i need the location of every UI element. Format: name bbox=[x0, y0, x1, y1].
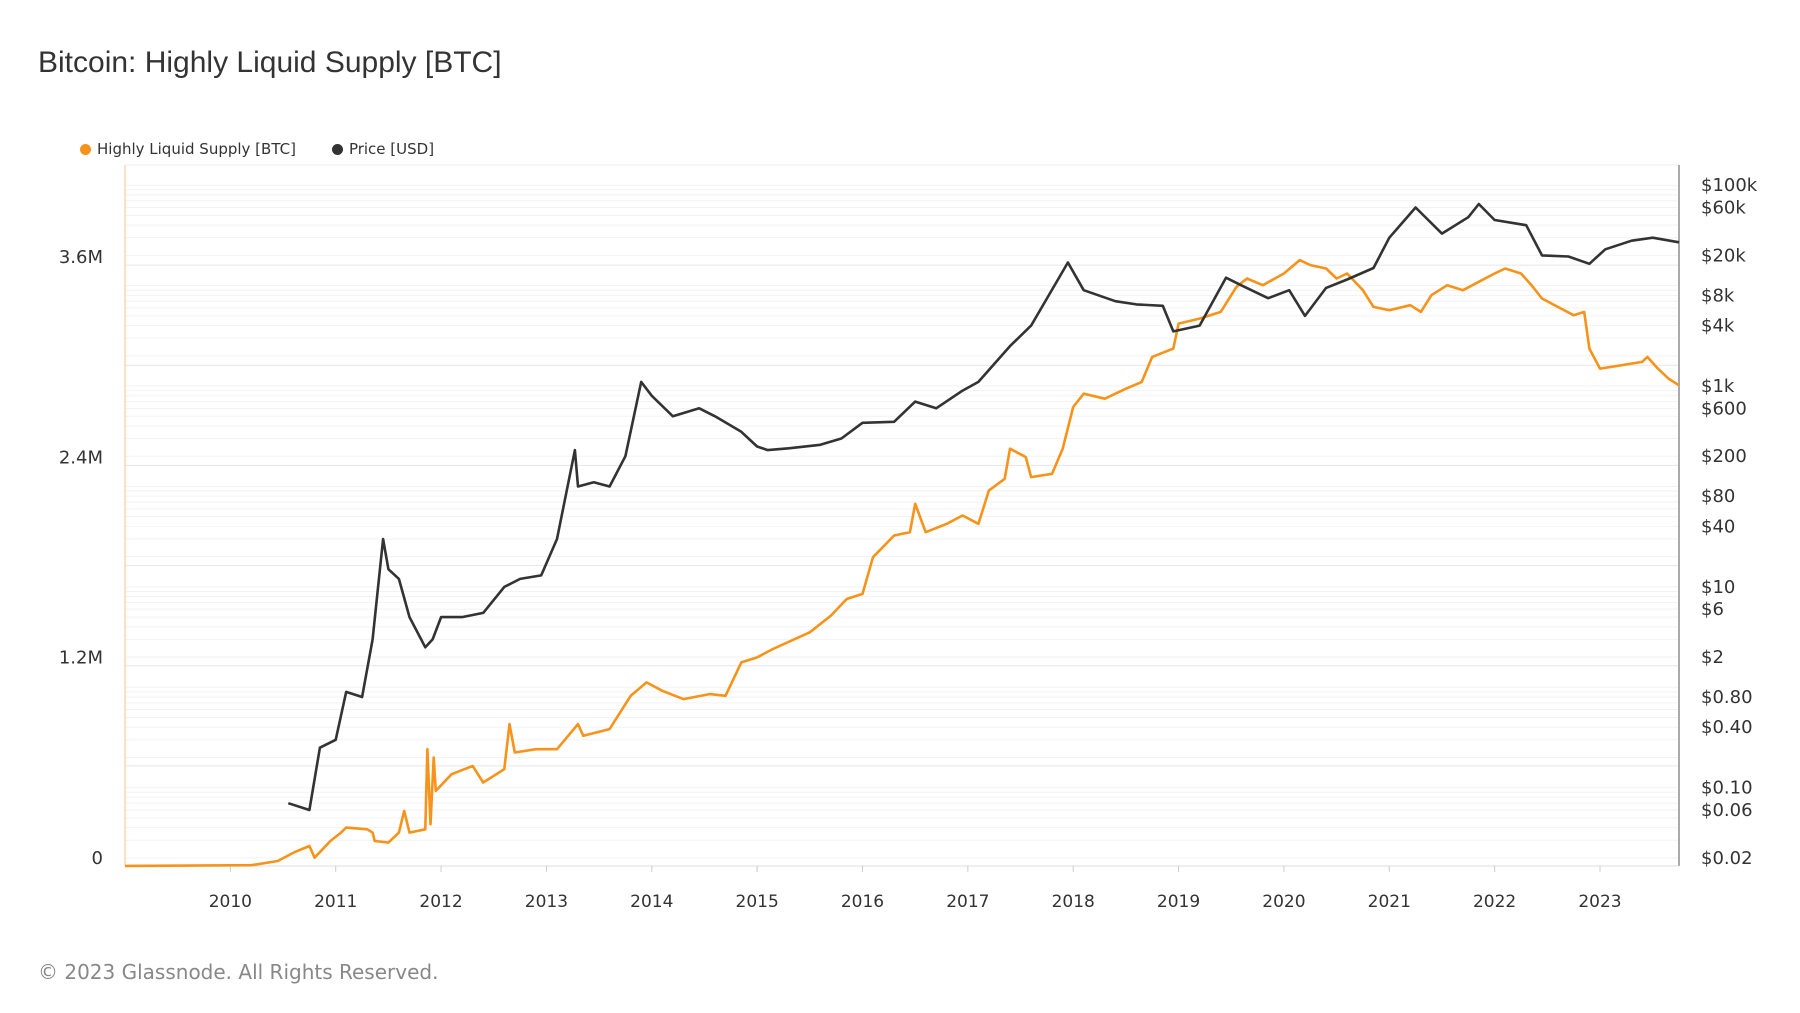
y-right-tick-label: $0.10 bbox=[1701, 778, 1753, 799]
x-tick-label: 2016 bbox=[841, 892, 884, 912]
y-right-tick-label: $200 bbox=[1701, 446, 1747, 467]
y-right-tick-label: $60k bbox=[1701, 197, 1746, 218]
y-right-tick-label: $4k bbox=[1701, 316, 1735, 337]
y-right-tick-label: $6 bbox=[1701, 599, 1724, 620]
x-tick-label: 2022 bbox=[1473, 892, 1516, 912]
legend-label: Price [USD] bbox=[348, 140, 435, 158]
x-tick-label: 2010 bbox=[209, 892, 252, 912]
series-line-price bbox=[287, 202, 1680, 812]
x-tick-label: 2011 bbox=[314, 892, 357, 912]
legend-dot-icon bbox=[331, 143, 343, 155]
y-right-tick-label: $40 bbox=[1701, 516, 1735, 537]
copyright-footer: © 2023 Glassnode. All Rights Reserved. bbox=[38, 960, 439, 984]
y-right-tick-label: $80 bbox=[1701, 486, 1735, 507]
legend-dot-icon bbox=[80, 143, 91, 155]
x-tick-label: 2012 bbox=[419, 892, 462, 912]
x-tick-label: 2023 bbox=[1578, 892, 1621, 912]
chart-title: Bitcoin: Highly Liquid Supply [BTC] bbox=[38, 46, 502, 79]
y-right-tick-label: $10 bbox=[1701, 577, 1735, 598]
series-line-supply bbox=[124, 258, 1680, 868]
legend-label: Highly Liquid Supply [BTC] bbox=[97, 140, 296, 158]
y-right-tick-label: $600 bbox=[1701, 398, 1747, 419]
legend-item-supply[interactable]: Highly Liquid Supply [BTC] bbox=[80, 140, 296, 158]
y-right-tick-label: $0.02 bbox=[1701, 848, 1753, 869]
x-tick-label: 2014 bbox=[630, 892, 673, 912]
y-right-tick-label: $20k bbox=[1701, 245, 1746, 266]
x-tick-label: 2020 bbox=[1262, 892, 1305, 912]
x-tick-label: 2017 bbox=[946, 892, 989, 912]
y-right-tick-label: $8k bbox=[1701, 285, 1735, 306]
y-left-tick-label: 3.6M bbox=[59, 247, 103, 268]
x-tick-label: 2015 bbox=[736, 892, 779, 912]
y-right-tick-label: $0.06 bbox=[1701, 800, 1753, 821]
y-right-tick-label: $0.40 bbox=[1701, 717, 1753, 738]
x-tick-label: 2019 bbox=[1157, 892, 1200, 912]
x-tick-label: 2013 bbox=[525, 892, 568, 912]
y-right-tick-label: $2 bbox=[1701, 647, 1724, 668]
x-tick-label: 2021 bbox=[1368, 892, 1411, 912]
y-right-tick-label: $100k bbox=[1701, 175, 1758, 196]
legend: Highly Liquid Supply [BTC] Price [USD] bbox=[80, 140, 434, 158]
y-left-tick-label: 1.2M bbox=[59, 648, 103, 669]
y-right-tick-label: $0.80 bbox=[1701, 687, 1753, 708]
y-left-tick-label: 2.4M bbox=[59, 447, 103, 468]
y-right-tick-label: $1k bbox=[1701, 376, 1735, 397]
legend-item-price[interactable]: Price [USD] bbox=[331, 140, 435, 158]
y-left-tick-label: 0 bbox=[92, 848, 103, 869]
x-tick-label: 2018 bbox=[1052, 892, 1095, 912]
